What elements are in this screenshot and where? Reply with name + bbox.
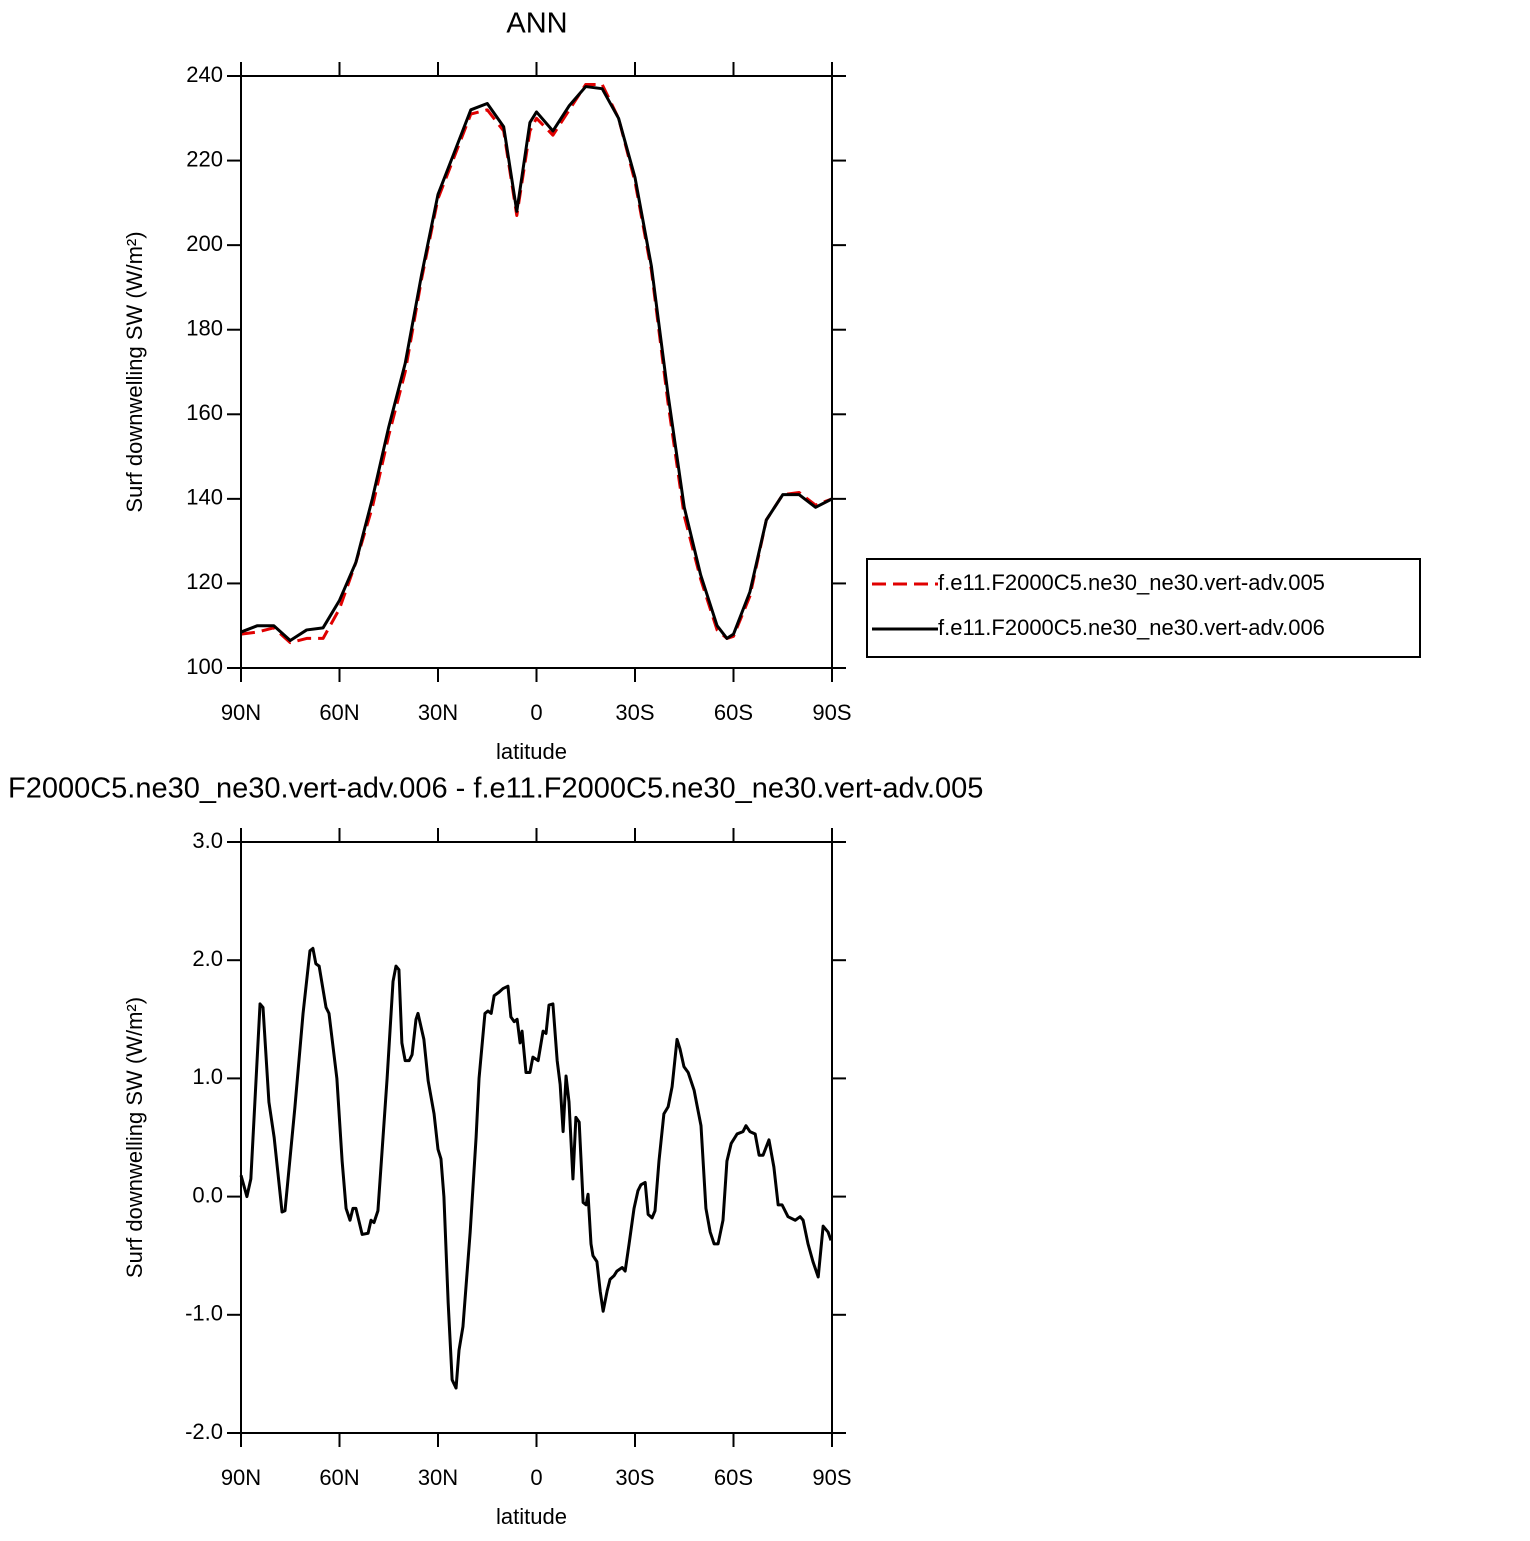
x-tick-label: 60N — [319, 700, 359, 725]
y-tick-label: 3.0 — [192, 828, 223, 853]
y-tick-label: 0.0 — [192, 1182, 223, 1207]
y-tick-label: -1.0 — [185, 1301, 223, 1326]
legend-box — [866, 558, 1421, 658]
data-line — [240, 82, 833, 645]
chart-title: F2000C5.ne30_ne30.vert-adv.006 - f.e11.F… — [8, 773, 983, 805]
plot-frame — [240, 75, 833, 669]
y-tick-label: -2.0 — [185, 1419, 223, 1444]
x-axis-label: latitude — [496, 739, 567, 764]
data-line — [239, 946, 833, 1390]
x-axis-label: latitude — [496, 1504, 567, 1529]
x-tick-label: 90N — [221, 1465, 261, 1490]
x-tick-label: 0 — [530, 1465, 542, 1490]
y-tick-label: 240 — [186, 62, 223, 87]
x-tick-label: 90S — [812, 1465, 851, 1490]
y-tick-label: 160 — [186, 400, 223, 425]
y-axis-label: Surf downwelling SW (W/m²) — [122, 231, 147, 512]
data-line — [240, 85, 833, 643]
x-tick-label: 60N — [319, 1465, 359, 1490]
x-tick-label: 90N — [221, 700, 261, 725]
y-tick-label: 120 — [186, 569, 223, 594]
y-axis-label: Surf downwelling SW (W/m²) — [122, 997, 147, 1278]
x-tick-label: 90S — [812, 700, 851, 725]
chart-title: ANN — [506, 8, 567, 40]
x-tick-label: 30N — [418, 1465, 458, 1490]
y-tick-label: 1.0 — [192, 1064, 223, 1089]
y-tick-label: 220 — [186, 146, 223, 171]
x-tick-label: 30S — [615, 1465, 654, 1490]
x-tick-label: 60S — [714, 700, 753, 725]
plot-frame — [240, 841, 833, 1434]
y-tick-label: 140 — [186, 485, 223, 510]
y-tick-label: 180 — [186, 316, 223, 341]
x-tick-label: 30N — [418, 700, 458, 725]
y-tick-label: 100 — [186, 654, 223, 679]
x-tick-label: 30S — [615, 700, 654, 725]
legend-label: f.e11.F2000C5.ne30_ne30.vert-adv.005 — [938, 570, 1325, 595]
legend-label: f.e11.F2000C5.ne30_ne30.vert-adv.006 — [938, 615, 1325, 640]
x-tick-label: 0 — [530, 700, 542, 725]
y-tick-label: 2.0 — [192, 946, 223, 971]
y-tick-label: 200 — [186, 231, 223, 256]
x-tick-label: 60S — [714, 1465, 753, 1490]
